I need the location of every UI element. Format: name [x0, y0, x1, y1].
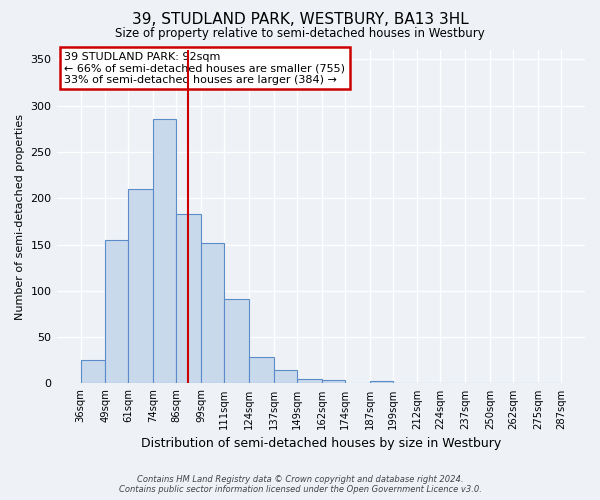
Bar [274, 370, 297, 384]
Bar [322, 380, 344, 384]
Bar [106, 240, 128, 384]
Bar [80, 360, 106, 384]
Bar [176, 214, 201, 384]
Text: 39, STUDLAND PARK, WESTBURY, BA13 3HL: 39, STUDLAND PARK, WESTBURY, BA13 3HL [131, 12, 469, 28]
Bar [153, 120, 176, 384]
Bar [370, 380, 392, 384]
Bar [297, 379, 322, 384]
Bar [249, 358, 274, 384]
Bar [128, 189, 153, 384]
Bar [490, 382, 513, 384]
Text: Contains HM Land Registry data © Crown copyright and database right 2024.
Contai: Contains HM Land Registry data © Crown c… [119, 474, 481, 494]
X-axis label: Distribution of semi-detached houses by size in Westbury: Distribution of semi-detached houses by … [140, 437, 501, 450]
Bar [201, 242, 224, 384]
Bar [418, 382, 440, 384]
Text: 39 STUDLAND PARK: 92sqm
← 66% of semi-detached houses are smaller (755)
33% of s: 39 STUDLAND PARK: 92sqm ← 66% of semi-de… [64, 52, 346, 85]
Bar [224, 299, 249, 384]
Y-axis label: Number of semi-detached properties: Number of semi-detached properties [15, 114, 25, 320]
Text: Size of property relative to semi-detached houses in Westbury: Size of property relative to semi-detach… [115, 28, 485, 40]
